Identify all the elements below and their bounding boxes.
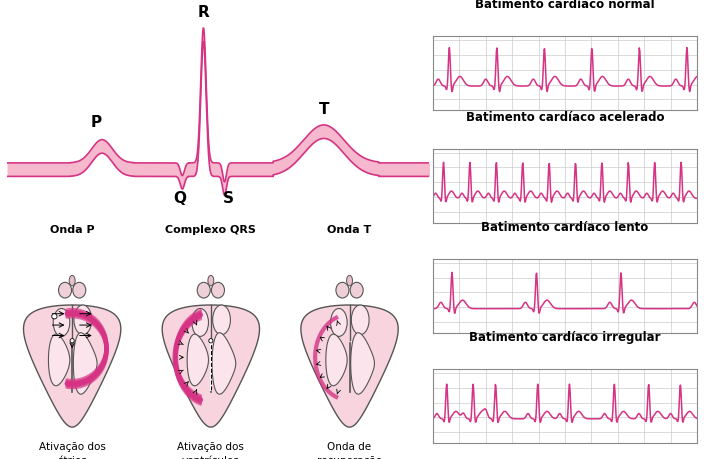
Text: Onda P: Onda P bbox=[50, 225, 94, 235]
Text: Onda T: Onda T bbox=[327, 225, 372, 235]
Text: Onda de
recuperação: Onda de recuperação bbox=[317, 442, 382, 459]
Text: Complexo QRS: Complexo QRS bbox=[165, 225, 256, 235]
Ellipse shape bbox=[197, 282, 210, 298]
Ellipse shape bbox=[351, 305, 369, 335]
Polygon shape bbox=[326, 334, 347, 386]
Text: Ativação dos
ventrículos: Ativação dos ventrículos bbox=[177, 442, 244, 459]
Ellipse shape bbox=[73, 282, 86, 298]
Polygon shape bbox=[49, 334, 70, 386]
Ellipse shape bbox=[58, 282, 72, 298]
Polygon shape bbox=[301, 305, 398, 427]
Ellipse shape bbox=[331, 308, 347, 336]
Polygon shape bbox=[162, 305, 260, 427]
Ellipse shape bbox=[192, 308, 208, 336]
Ellipse shape bbox=[336, 282, 349, 298]
Ellipse shape bbox=[69, 275, 75, 286]
Text: Batimento cardíaco acelerado: Batimento cardíaco acelerado bbox=[466, 111, 664, 124]
Text: Ativação dos
átrios: Ativação dos átrios bbox=[39, 442, 106, 459]
Ellipse shape bbox=[208, 275, 214, 286]
Polygon shape bbox=[73, 333, 97, 394]
Text: T: T bbox=[319, 102, 329, 117]
Ellipse shape bbox=[70, 339, 74, 343]
Ellipse shape bbox=[51, 314, 57, 319]
Text: R: R bbox=[198, 5, 209, 20]
Ellipse shape bbox=[346, 275, 353, 286]
Text: Q: Q bbox=[174, 190, 187, 206]
Polygon shape bbox=[351, 333, 375, 394]
Ellipse shape bbox=[213, 305, 230, 335]
Text: Batimento cardíaco normal: Batimento cardíaco normal bbox=[475, 0, 655, 11]
Polygon shape bbox=[187, 334, 208, 386]
Polygon shape bbox=[212, 333, 236, 394]
Ellipse shape bbox=[209, 339, 213, 343]
Text: S: S bbox=[223, 190, 234, 206]
Polygon shape bbox=[23, 305, 121, 427]
Ellipse shape bbox=[54, 308, 70, 336]
Text: P: P bbox=[90, 115, 101, 129]
Text: Batimento cardíaco lento: Batimento cardíaco lento bbox=[482, 221, 648, 234]
Ellipse shape bbox=[350, 282, 363, 298]
Text: Batimento cardíaco irregular: Batimento cardíaco irregular bbox=[469, 331, 661, 344]
Ellipse shape bbox=[211, 282, 225, 298]
Ellipse shape bbox=[74, 305, 92, 335]
